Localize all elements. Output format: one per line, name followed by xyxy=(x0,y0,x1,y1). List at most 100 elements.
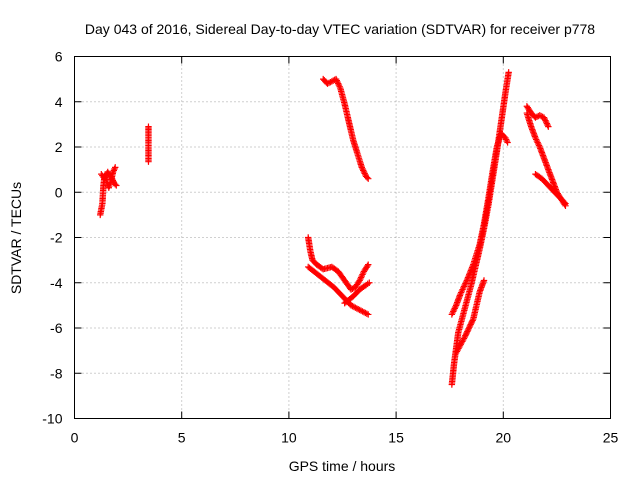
data-point-seg-3 xyxy=(332,75,340,83)
data-point-seg-8 xyxy=(502,136,510,143)
data-point-seg-3 xyxy=(333,77,340,84)
data-point-seg-5 xyxy=(353,305,360,312)
data-point-seg-9 xyxy=(464,326,472,334)
data-point-seg-9 xyxy=(463,329,470,337)
data-point-seg-3 xyxy=(358,164,365,171)
data-point-seg-11 xyxy=(534,139,541,146)
data-point-seg-9 xyxy=(469,317,476,324)
data-point-seg-9 xyxy=(468,318,476,325)
data-point-seg-0 xyxy=(111,165,118,173)
data-point-seg-3 xyxy=(363,174,371,181)
data-point-seg-4 xyxy=(357,275,364,283)
data-point-seg-8 xyxy=(451,305,458,312)
y-tick-label: 2 xyxy=(55,139,63,155)
data-point-seg-10 xyxy=(543,120,551,127)
plot-frame xyxy=(74,56,611,419)
data-point-seg-11 xyxy=(535,142,543,149)
y-tick-label: 6 xyxy=(55,49,63,65)
data-point-seg-3 xyxy=(335,81,343,89)
y-tick-label: -10 xyxy=(42,411,62,427)
data-point-seg-10 xyxy=(542,117,549,124)
data-point-seg-10 xyxy=(541,115,548,123)
data-point-seg-11 xyxy=(532,134,539,142)
data-points xyxy=(97,69,569,388)
data-point-seg-10 xyxy=(542,118,550,126)
data-point-seg-8 xyxy=(460,283,468,290)
data-point-seg-3 xyxy=(325,79,333,87)
x-tick-label: 20 xyxy=(496,430,512,446)
data-point-seg-12 xyxy=(562,200,569,207)
data-point-seg-5 xyxy=(356,306,363,314)
x-tick-label: 25 xyxy=(603,430,619,446)
data-point-seg-10 xyxy=(540,114,548,121)
data-point-seg-4 xyxy=(347,286,355,293)
data-point-seg-5 xyxy=(357,307,365,314)
data-point-seg-11 xyxy=(532,136,540,143)
data-point-seg-10 xyxy=(536,112,543,119)
data-point-seg-10 xyxy=(533,113,541,121)
data-point-seg-5 xyxy=(350,303,358,311)
data-point-seg-8 xyxy=(448,311,456,318)
data-point-seg-3 xyxy=(334,78,341,86)
data-point-seg-9 xyxy=(466,324,473,331)
data-point-seg-10 xyxy=(532,114,539,121)
data-point-seg-5 xyxy=(362,309,369,317)
grid xyxy=(74,56,611,419)
data-point-seg-5 xyxy=(349,302,356,310)
x-tick-label: 0 xyxy=(71,430,79,446)
data-point-seg-5 xyxy=(359,308,366,315)
data-point-seg-8 xyxy=(504,139,511,146)
axis-ticks: 0 5 10 15 20 25 -10 -8 -6 -4 -2 0 2 4 6 xyxy=(42,49,618,446)
data-point-seg-8 xyxy=(461,281,468,289)
y-tick-label: 0 xyxy=(55,184,63,200)
y-tick-label: 4 xyxy=(55,94,63,110)
data-point-seg-9 xyxy=(460,335,468,342)
data-point-seg-4 xyxy=(357,274,365,281)
data-point-seg-1 xyxy=(113,182,120,189)
data-point-seg-4 xyxy=(364,262,371,270)
data-point-seg-8 xyxy=(457,290,464,298)
data-point-seg-3 xyxy=(360,168,368,176)
data-point-seg-3 xyxy=(324,80,331,87)
x-tick-label: 10 xyxy=(281,430,297,446)
data-point-seg-3 xyxy=(365,175,372,182)
data-point-seg-9 xyxy=(480,277,488,284)
y-tick-label: -8 xyxy=(50,365,63,381)
data-point-seg-9 xyxy=(466,322,474,330)
data-point-seg-9 xyxy=(467,321,474,328)
data-point-seg-9 xyxy=(465,325,472,332)
data-point-seg-9 xyxy=(464,328,471,335)
data-point-seg-4 xyxy=(365,261,372,268)
data-point-seg-9 xyxy=(468,319,475,327)
data-point-seg-5 xyxy=(347,302,355,309)
data-point-seg-9 xyxy=(462,332,469,339)
data-point-seg-4 xyxy=(349,285,356,292)
data-point-seg-4 xyxy=(358,272,365,280)
data-point-seg-6 xyxy=(366,279,373,286)
data-point-seg-9 xyxy=(462,331,470,338)
data-point-seg-5 xyxy=(360,308,368,316)
data-point-seg-3 xyxy=(361,170,368,177)
data-point-seg-10 xyxy=(537,112,545,120)
data-point-seg-10 xyxy=(544,121,551,129)
data-point-seg-5 xyxy=(363,310,370,317)
data-point-seg-5 xyxy=(352,304,359,311)
data-point-seg-7 xyxy=(505,69,512,76)
y-tick-label: -6 xyxy=(50,320,63,336)
data-point-seg-0 xyxy=(109,168,117,176)
data-point-seg-8 xyxy=(457,289,465,296)
data-point-seg-3 xyxy=(336,83,343,90)
data-point-seg-0 xyxy=(112,164,119,171)
data-point-seg-3 xyxy=(327,78,334,86)
data-point-seg-10 xyxy=(545,123,552,130)
data-point-seg-8 xyxy=(458,287,466,295)
y-tick-label: -2 xyxy=(50,230,63,246)
data-point-seg-2 xyxy=(145,158,152,165)
data-point-seg-12 xyxy=(561,199,568,206)
data-point-seg-3 xyxy=(360,167,367,174)
chart-title: Day 043 of 2016, Sidereal Day-to-day VTE… xyxy=(85,21,595,37)
data-point-seg-9 xyxy=(461,333,468,341)
data-point-seg-11 xyxy=(533,137,541,145)
data-point-seg-1 xyxy=(112,181,119,188)
data-point-seg-8 xyxy=(462,280,469,287)
